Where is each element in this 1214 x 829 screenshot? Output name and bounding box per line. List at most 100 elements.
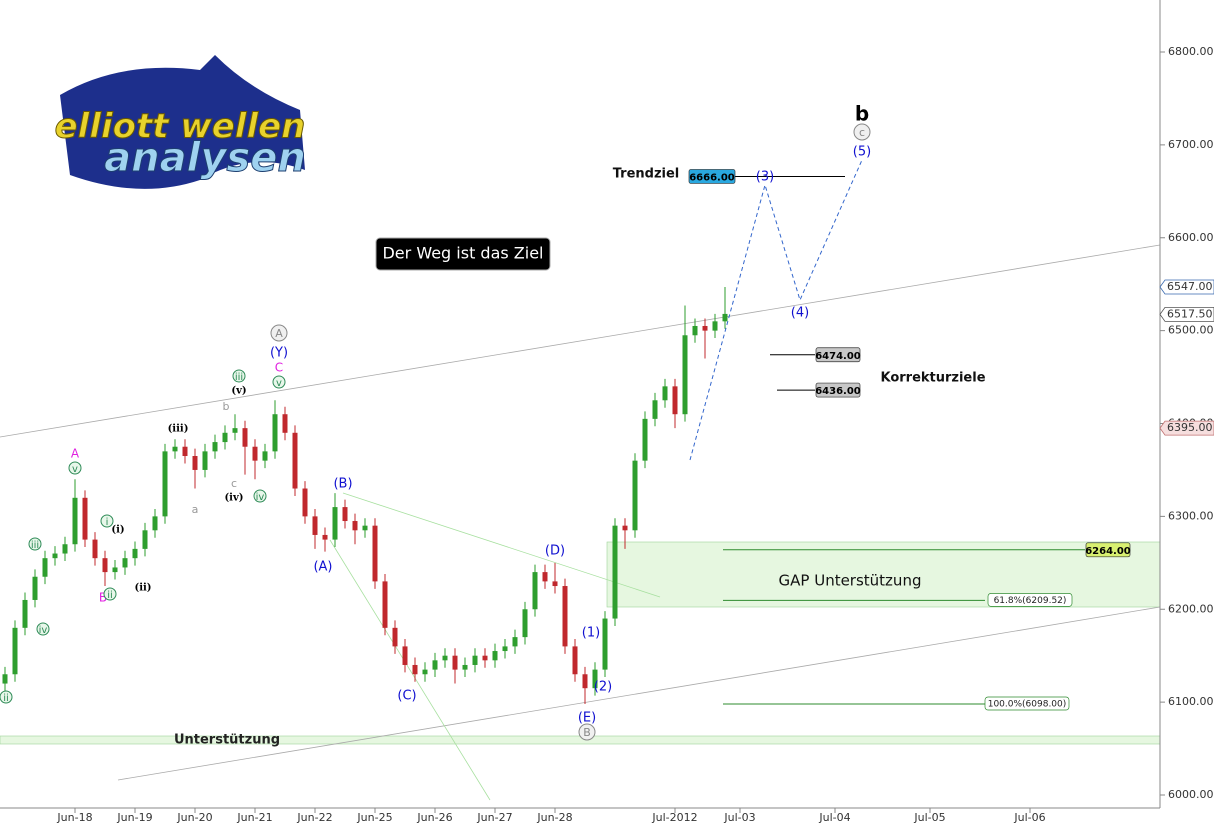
- wave-circle: [0, 690, 13, 704]
- wave-circle: [272, 375, 286, 389]
- candle-body: [22, 599, 28, 628]
- candle-body: [572, 646, 578, 675]
- wave-label: iv: [39, 625, 48, 636]
- level-box: [815, 347, 861, 363]
- wave-label: (3): [756, 170, 774, 185]
- wave-circle: [853, 123, 871, 141]
- candle-body: [722, 313, 728, 322]
- candle-body: [222, 432, 228, 443]
- wave-circle: [103, 587, 117, 601]
- logo-line1: elliott wellen: [55, 107, 306, 147]
- projection-path: [689, 159, 863, 461]
- wave-label: (5): [853, 145, 871, 160]
- candle-body: [422, 669, 428, 675]
- price-marker: [1159, 420, 1214, 436]
- candle-body: [502, 646, 508, 652]
- candle-body: [102, 558, 108, 573]
- slogan-box: [375, 237, 551, 271]
- wave-label: (B): [333, 477, 352, 492]
- candle-body: [472, 655, 478, 665]
- wave-circle: [68, 461, 82, 475]
- candle-body: [312, 516, 318, 535]
- x-tick-label: Jul-03: [723, 811, 755, 824]
- wave-label: i: [106, 517, 109, 528]
- candle-body: [112, 567, 118, 573]
- candle-body: [582, 674, 588, 689]
- candle-body: [142, 530, 148, 549]
- candle-body: [452, 655, 458, 670]
- wave-label: b: [855, 102, 869, 126]
- x-tick-label: Jun-19: [116, 811, 152, 824]
- wave-label: (D): [545, 544, 565, 559]
- candle-body: [302, 488, 308, 517]
- candle-body: [602, 618, 608, 670]
- trend-line: [329, 539, 491, 801]
- candle-body: [522, 609, 528, 638]
- candle-body: [282, 414, 288, 433]
- trend-line: [0, 244, 1161, 438]
- candle-body: [182, 446, 188, 457]
- wave-circle: [100, 514, 114, 528]
- x-tick-label: Jul-06: [1013, 811, 1045, 824]
- candle-body: [172, 446, 178, 452]
- wave-label: (i): [111, 525, 124, 536]
- candle-body: [692, 325, 698, 336]
- candle-body: [252, 446, 258, 461]
- candle-body: [532, 572, 538, 610]
- x-tick-label: Jul-2012: [651, 811, 697, 824]
- candle-body: [442, 655, 448, 661]
- wave-label: iii: [31, 540, 39, 551]
- candle-body: [342, 507, 348, 522]
- wave-label: c: [859, 126, 865, 139]
- candle-body: [132, 548, 138, 559]
- candle-body: [482, 655, 488, 661]
- candle-body: [362, 525, 368, 531]
- wave-label: (iv): [224, 493, 243, 504]
- wave-label: ii: [3, 693, 9, 704]
- candle-body: [402, 646, 408, 665]
- wave-label: A: [71, 447, 80, 461]
- wave-label: B: [99, 591, 107, 605]
- wave-label: (1): [582, 626, 600, 641]
- wave-label: (A): [313, 560, 332, 575]
- wave-label: iv: [256, 492, 265, 503]
- candle-body: [82, 497, 88, 540]
- x-tick-label: Jun-21: [236, 811, 272, 824]
- candle-body: [52, 553, 58, 559]
- candle-body: [592, 669, 598, 689]
- candle-body: [122, 558, 128, 568]
- wave-label: (2): [594, 680, 612, 695]
- wave-circle: [578, 723, 596, 741]
- y-tick-label: 6800.00: [1168, 45, 1214, 58]
- wave-label: b: [223, 400, 230, 413]
- candle-body: [272, 414, 278, 452]
- candle-body: [12, 627, 18, 675]
- candle-body: [662, 386, 668, 401]
- candle-body: [262, 451, 268, 461]
- y-tick-label: 6200.00: [1168, 602, 1214, 615]
- candle-body: [72, 497, 78, 545]
- y-tick-label: 6700.00: [1168, 138, 1214, 151]
- candle-body: [392, 627, 398, 647]
- candle-body: [672, 386, 678, 415]
- candle-body: [32, 576, 38, 600]
- level-box: [688, 169, 736, 184]
- wave-label: iii: [235, 372, 243, 383]
- candle-body: [492, 651, 498, 661]
- price-marker-label: 6517.50: [1167, 307, 1213, 320]
- fib-label: 100.0%(6098.00): [988, 699, 1067, 709]
- candle-body: [682, 335, 688, 415]
- wave-label: (E): [578, 711, 596, 726]
- candle-body: [242, 428, 248, 447]
- candle-body: [702, 325, 708, 331]
- wave-label: c: [231, 477, 237, 490]
- candle-body: [152, 516, 158, 531]
- wave-label: B: [583, 726, 591, 739]
- candle-body: [382, 581, 388, 628]
- price-marker-label: 6395.00: [1167, 421, 1213, 434]
- wave-circle: [36, 622, 50, 636]
- wave-circle: [232, 369, 246, 383]
- wave-label: A: [275, 327, 283, 340]
- candle-body: [552, 581, 558, 587]
